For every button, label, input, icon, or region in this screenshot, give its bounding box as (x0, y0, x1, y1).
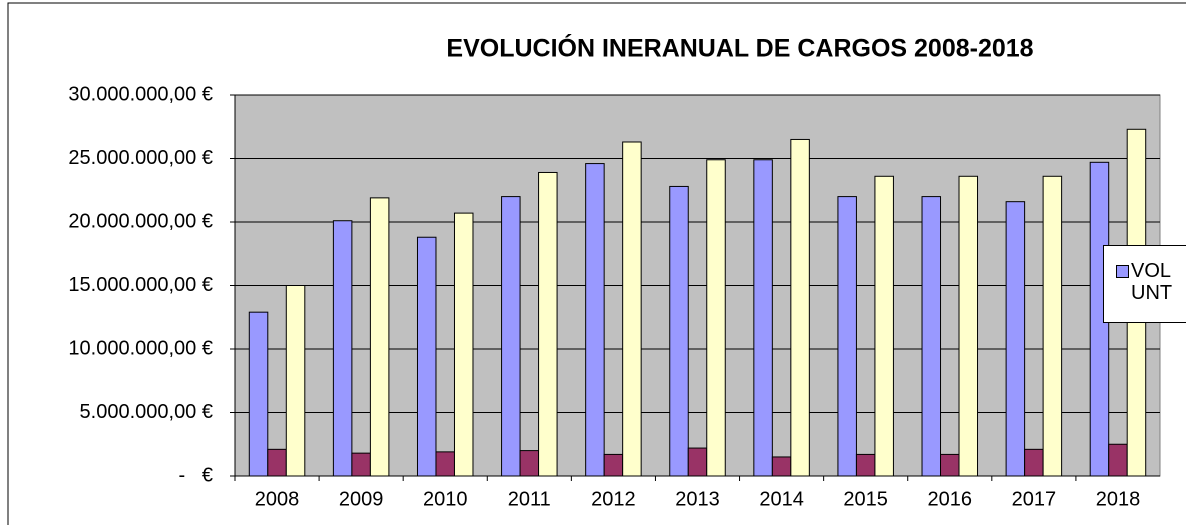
x-tick-label: 2010 (423, 488, 468, 510)
x-tick-label: 2011 (508, 488, 551, 510)
x-tick-label: 2008 (255, 488, 300, 510)
x-tick-label: 2018 (1096, 488, 1141, 510)
legend: VOL UNT (1103, 245, 1186, 323)
bar (435, 451, 455, 477)
bar (687, 447, 708, 477)
y-tick-label: 15.000.000,00 € (68, 274, 213, 296)
bar (519, 450, 540, 477)
y-tick-label: 25.000.000,00 € (68, 147, 213, 169)
bar (285, 285, 306, 477)
bar (501, 196, 521, 477)
x-tick-label: 2012 (591, 488, 636, 510)
bar (958, 175, 979, 477)
x-tick-label: 2009 (339, 488, 384, 510)
legend-swatch (1116, 265, 1129, 278)
x-tick-label: 2013 (675, 488, 720, 510)
bar (771, 456, 792, 477)
bar (753, 159, 773, 477)
x-tick-label: 2014 (759, 488, 804, 510)
bar (416, 236, 437, 477)
bar (940, 453, 960, 477)
bar (669, 185, 689, 477)
bar (267, 448, 287, 477)
bar (248, 311, 269, 477)
legend-item: VOL UNT (1116, 260, 1186, 304)
bar (790, 138, 810, 477)
bar (874, 175, 894, 477)
y-tick-label: 30.000.000,00 € (68, 83, 213, 105)
bar (351, 452, 371, 477)
bar (1005, 201, 1026, 477)
bar (603, 453, 624, 477)
bar (585, 163, 605, 477)
chart-title: EVOLUCIÓN INERANUAL DE CARGOS 2008-2018 (446, 33, 1033, 63)
bar (369, 197, 390, 477)
y-tick-label: - € (179, 464, 213, 486)
x-tick-label: 2017 (1012, 488, 1057, 510)
y-tick-label: 20.000.000,00 € (68, 210, 213, 232)
bar (1108, 443, 1128, 477)
bar (1024, 448, 1044, 477)
bar (622, 141, 642, 477)
x-tick-label: 2015 (843, 488, 888, 510)
bar (706, 159, 726, 477)
bar (855, 453, 876, 477)
bar (453, 212, 474, 477)
bar (538, 171, 558, 477)
legend-label: VOL UNT (1131, 260, 1173, 304)
x-tick-label: 2016 (928, 488, 973, 510)
bar (837, 196, 857, 477)
bar (332, 220, 353, 477)
y-tick-label: 10.000.000,00 € (68, 337, 213, 359)
y-tick-label: 5.000.000,00 € (80, 401, 213, 423)
bar (921, 196, 942, 477)
bar (1042, 175, 1063, 477)
